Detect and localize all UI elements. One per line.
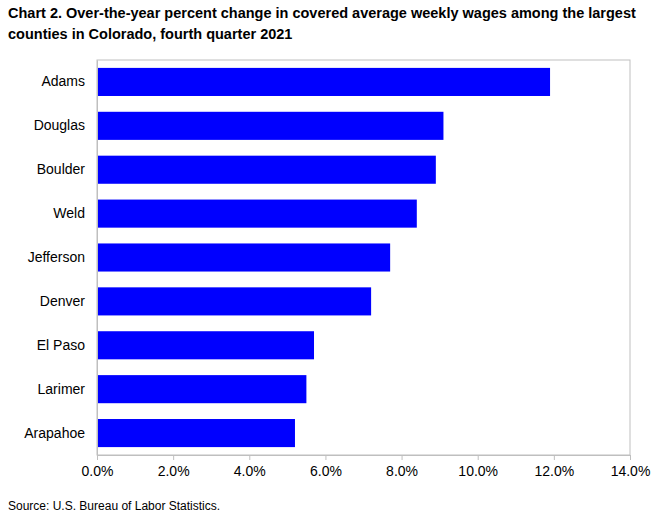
x-tick-mark: [249, 455, 250, 460]
y-tick: Larimer: [38, 381, 97, 397]
bar: [97, 419, 295, 447]
x-tick: 6.0%: [310, 455, 342, 479]
x-tick-label: 10.0%: [458, 463, 498, 479]
bar: [97, 243, 390, 271]
y-tick-label: Jefferson: [28, 249, 85, 265]
title: Chart 2. Over-the-year percent change in…: [8, 5, 636, 42]
x-tick: 0.0%: [82, 455, 114, 479]
x-tick: 12.0%: [535, 455, 575, 479]
bars: [97, 68, 550, 447]
y-tick: El Paso: [37, 337, 97, 353]
title-line: Chart 2. Over-the-year percent change in…: [8, 5, 636, 21]
x-tick-mark: [630, 455, 631, 460]
plot: 0.0% 2.0% 4.0% 6.0% 8.0% 10.0% 12.0% 14.0% Adams…: [24, 60, 650, 479]
x-tick: 10.0%: [458, 455, 498, 479]
x-tick-mark: [554, 455, 555, 460]
x-tick-label: 12.0%: [535, 463, 575, 479]
x-tick-mark: [97, 455, 98, 460]
x-tick-mark: [173, 455, 174, 460]
source: Source: U.S. Bureau of Labor Statistics.: [8, 499, 220, 513]
title-line: counties in Colorado, fourth quarter 202…: [8, 26, 292, 42]
bar: [97, 112, 443, 140]
x-tick-mark: [402, 455, 403, 460]
bar: [97, 375, 306, 403]
y-tick-label: El Paso: [37, 337, 85, 353]
y-tick-label: Denver: [40, 293, 85, 309]
y-tick: Weld: [53, 205, 97, 221]
y-tick: Douglas: [34, 117, 97, 133]
y-tick-label: Adams: [41, 73, 85, 89]
y-axis: Adams Douglas Boulder Weld Jefferson Denver El…: [24, 61, 97, 456]
y-tick: Adams: [41, 73, 97, 89]
x-tick-label: 4.0%: [234, 463, 266, 479]
y-tick-label: Larimer: [38, 381, 86, 397]
y-tick: Boulder: [37, 161, 97, 177]
x-tick-mark: [325, 455, 326, 460]
y-tick: Denver: [40, 293, 97, 309]
y-tick-label: Douglas: [34, 117, 85, 133]
x-tick: 2.0%: [158, 455, 190, 479]
bar: [97, 68, 550, 96]
bar: [97, 200, 417, 228]
y-tick: Jefferson: [28, 249, 97, 265]
x-tick-label: 6.0%: [310, 463, 342, 479]
bar: [97, 156, 436, 184]
plot-frame: [97, 60, 630, 455]
bar: [97, 331, 314, 359]
y-tick-label: Weld: [53, 205, 85, 221]
x-tick: 8.0%: [386, 455, 418, 479]
x-tick: 14.0%: [611, 455, 651, 479]
y-tick: Arapahoe: [24, 425, 97, 441]
x-tick-label: 2.0%: [158, 463, 190, 479]
x-tick-label: 8.0%: [386, 463, 418, 479]
x-tick: 4.0%: [234, 455, 266, 479]
y-tick-label: Boulder: [37, 161, 86, 177]
y-axis-line: [97, 61, 98, 456]
x-tick-label: 14.0%: [611, 463, 651, 479]
x-tick-label: 0.0%: [82, 463, 114, 479]
x-tick-mark: [478, 455, 479, 460]
chart: Chart 2. Over-the-year percent change in…: [0, 0, 660, 514]
x-axis: 0.0% 2.0% 4.0% 6.0% 8.0% 10.0% 12.0% 14.0%: [82, 455, 651, 479]
y-tick-label: Arapahoe: [24, 425, 85, 441]
x-axis-line: [98, 455, 631, 456]
bar: [97, 287, 371, 315]
